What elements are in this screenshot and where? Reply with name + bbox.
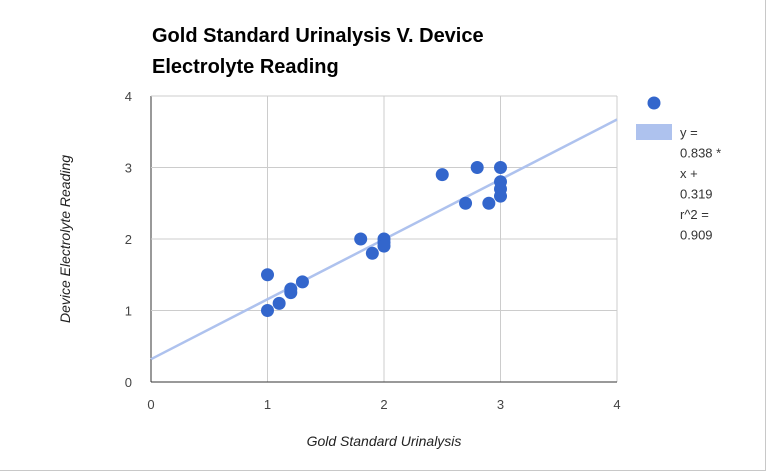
chart-title-line-2: Electrolyte Reading: [152, 56, 339, 78]
legend-series-marker: [647, 96, 661, 110]
legend-trendline-text: 0.909: [680, 228, 713, 243]
x-axis-label: Gold Standard Urinalysis: [307, 433, 462, 449]
legend-trendline-text: 0.319: [680, 187, 713, 202]
chart-title-line-1: Gold Standard Urinalysis V. Device: [152, 25, 484, 47]
data-point: [295, 275, 309, 289]
data-point: [435, 168, 449, 182]
legend-trendline-text: y =: [680, 125, 698, 140]
y-tick-label: 0: [125, 375, 132, 390]
x-tick-label: 1: [264, 397, 271, 412]
y-tick-label: 4: [125, 89, 132, 104]
data-point: [354, 232, 368, 246]
data-point: [470, 161, 484, 174]
y-tick-label: 1: [125, 304, 132, 319]
data-point: [365, 246, 379, 260]
legend-trendline-text: x +: [680, 166, 698, 181]
data-point: [482, 196, 496, 210]
legend-trendline-text: 0.838 *: [680, 146, 721, 161]
legend-trendline-swatch: [636, 124, 672, 140]
data-point: [261, 304, 274, 317]
y-axis-label: Device Electrolyte Reading: [57, 155, 73, 323]
data-point: [377, 239, 391, 253]
data-point: [284, 286, 298, 300]
x-tick-label: 4: [613, 397, 620, 412]
data-point: [459, 196, 473, 210]
data-point: [272, 296, 286, 310]
y-tick-label: 3: [125, 161, 132, 176]
x-tick-label: 3: [497, 397, 504, 412]
legend-trendline-text: r^2 =: [680, 207, 709, 222]
x-tick-label: 2: [380, 397, 387, 412]
data-point: [494, 161, 507, 174]
x-tick-label: 0: [147, 397, 154, 412]
data-point: [261, 268, 274, 282]
y-tick-label: 2: [125, 232, 132, 247]
data-point: [494, 189, 507, 203]
